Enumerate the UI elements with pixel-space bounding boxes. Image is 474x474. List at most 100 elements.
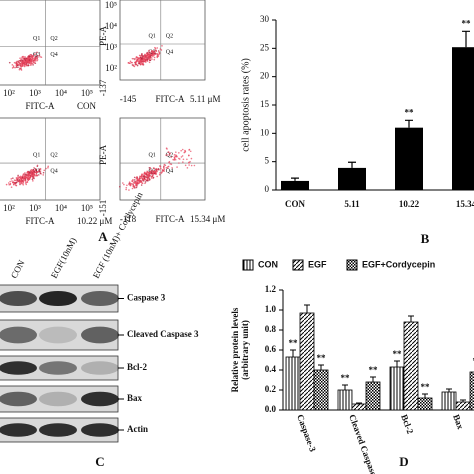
panel-c: CON EGF(10nM) EGF (10nM)+ CordycepinCaspas… — [0, 190, 199, 443]
event-dot — [189, 160, 191, 163]
event-dot — [141, 174, 143, 177]
event-dot — [162, 167, 165, 169]
event-dot — [156, 56, 159, 59]
quadrant-label: Q2 — [166, 33, 173, 39]
event-dot — [27, 61, 30, 64]
event-dot — [34, 58, 36, 61]
event-dot — [143, 177, 146, 180]
quadrant-label: Q3 — [33, 52, 40, 58]
event-dot — [139, 60, 142, 63]
event-dot — [160, 49, 163, 51]
significance: ** — [369, 365, 379, 375]
event-dot — [18, 68, 21, 71]
panel-d: 0.0 0.2 0.4 0.6 0.8 1.0 1.2 CON ** ** ** EGF EGF+Cor… — [230, 259, 474, 474]
event-dot — [141, 60, 144, 62]
y-axis-label: Relative protein levels — [230, 307, 240, 392]
event-dot — [159, 167, 162, 170]
quadrant-label: Q2 — [50, 152, 57, 158]
x-min-label: -118 — [120, 214, 137, 224]
event-dot — [35, 173, 38, 175]
event-dot — [144, 54, 147, 57]
event-dot — [19, 65, 22, 67]
event-dot — [26, 60, 28, 62]
plot-frame — [119, 0, 206, 81]
event-dot — [165, 166, 168, 169]
event-dot — [18, 178, 21, 181]
event-dot — [181, 155, 184, 157]
y-tick-label: 10² — [105, 63, 117, 73]
event-dot — [15, 178, 18, 180]
event-dot — [30, 64, 32, 66]
panel-a: Q1Q2Q3Q410²10³10⁴10⁵FITC-ACONQ1Q2Q3Q410⁵… — [0, 0, 225, 226]
event-dot — [12, 66, 15, 68]
event-dot — [30, 169, 33, 171]
event-dot — [32, 61, 35, 63]
plot-frame — [119, 117, 206, 201]
event-dot — [29, 62, 31, 65]
event-dot — [20, 69, 23, 71]
event-dot — [15, 61, 17, 64]
event-dot — [181, 148, 184, 151]
event-dot — [167, 165, 170, 168]
event-dot — [26, 61, 29, 64]
y-tick-label: 10 — [260, 127, 270, 137]
event-dot — [161, 168, 164, 171]
event-dot — [146, 60, 149, 62]
event-dot — [162, 169, 165, 172]
event-dot — [165, 154, 167, 156]
event-dot — [16, 180, 19, 183]
condition-label: 15.34 μM — [190, 214, 225, 224]
event-dot — [47, 166, 49, 169]
event-dot — [161, 45, 163, 47]
event-dot — [129, 184, 132, 187]
error-bar — [422, 393, 428, 398]
x-tick-label: 10⁴ — [55, 203, 67, 213]
y-tick-label: 1.0 — [265, 304, 277, 314]
panel-label: C — [95, 454, 104, 469]
event-dot — [155, 50, 158, 53]
event-dot — [39, 55, 41, 58]
event-dot — [175, 151, 177, 153]
event-dot — [148, 49, 150, 52]
event-dot — [193, 164, 196, 167]
event-dot — [24, 179, 27, 182]
event-dot — [135, 186, 138, 189]
event-dot — [33, 174, 36, 176]
event-dot — [175, 155, 177, 158]
event-dot — [146, 51, 149, 54]
x-tick-label: 10² — [3, 203, 15, 213]
event-dot — [128, 181, 131, 183]
event-dot — [12, 177, 14, 179]
event-dot — [152, 167, 155, 170]
event-dot — [180, 156, 183, 158]
error-bar — [462, 30, 470, 48]
event-dot — [154, 168, 157, 171]
quadrant-label: Q2 — [166, 152, 173, 158]
event-dot — [152, 171, 155, 174]
event-dot — [141, 58, 143, 60]
event-dot — [45, 167, 47, 170]
event-dot — [153, 51, 155, 54]
event-dot — [134, 61, 137, 64]
event-dot — [39, 169, 42, 171]
event-dot — [180, 149, 182, 152]
bar — [452, 47, 474, 191]
x-tick-label: 10³ — [29, 203, 41, 213]
event-dot — [178, 162, 180, 164]
event-dot — [154, 46, 156, 49]
event-dot — [134, 58, 136, 61]
event-dot — [21, 60, 23, 62]
condition-label: CON — [77, 101, 97, 111]
event-dot — [147, 51, 150, 54]
event-dot — [142, 60, 145, 63]
bar — [299, 312, 315, 411]
event-dot — [134, 181, 137, 184]
event-dot — [143, 179, 145, 181]
event-dot — [133, 179, 136, 181]
error-bar — [318, 364, 324, 370]
event-dot — [127, 61, 130, 64]
event-dot — [27, 176, 30, 179]
event-dot — [178, 152, 180, 154]
event-dot — [158, 52, 161, 54]
